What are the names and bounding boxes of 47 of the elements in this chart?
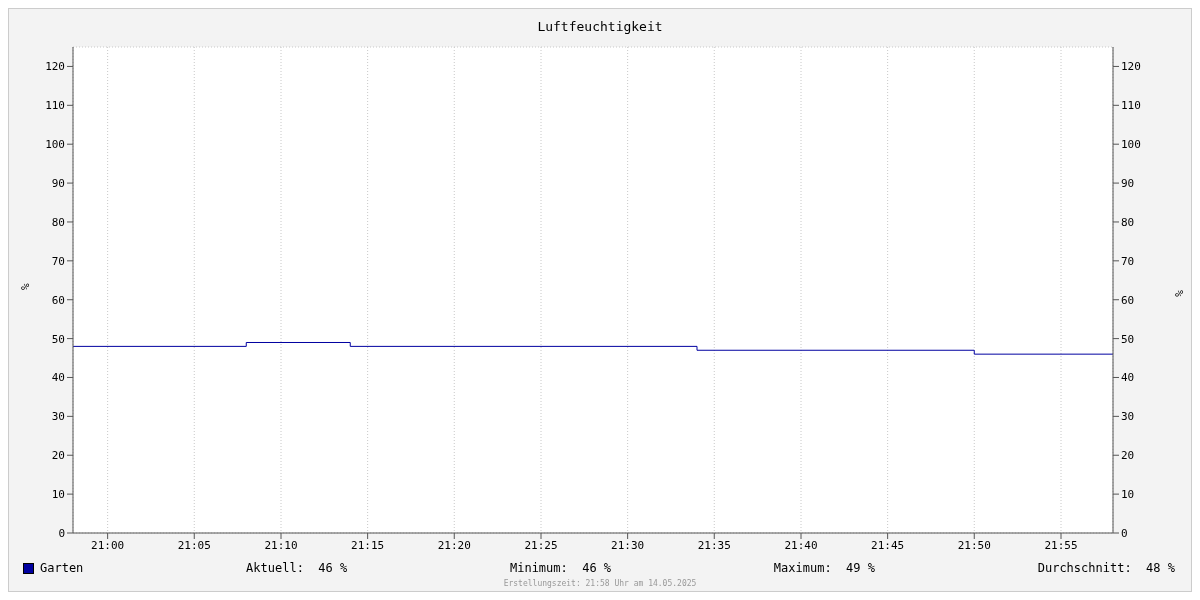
y-tick-label: 30 [51, 410, 65, 424]
y2-tick-label: 60 [1121, 293, 1135, 307]
y2-tick-label: 70 [1121, 254, 1135, 268]
x-tick-label: 21:20 [437, 538, 471, 552]
y2-tick-label: 30 [1121, 410, 1135, 424]
x-tick-label: 21:05 [177, 538, 211, 552]
y2-tick-label: 10 [1121, 488, 1135, 502]
text: Durchschnitt: 48 % [1037, 561, 1175, 575]
y-tick-label: 60 [51, 293, 65, 307]
y2-tick-label: 100 [1121, 138, 1141, 152]
y-tick-label: 40 [51, 371, 65, 385]
y-tick-label: 120 [45, 60, 65, 74]
y2-tick-label: 40 [1121, 371, 1135, 385]
x-tick-label: 21:10 [264, 538, 298, 552]
x-tick-label: 21:25 [524, 538, 558, 552]
x-tick-label: 21:00 [91, 538, 125, 552]
y2-tick-label: 0 [1121, 526, 1128, 540]
x-tick-label: 21:15 [351, 538, 385, 552]
y-tick-label: 0 [58, 526, 65, 540]
y-tick-label: 90 [51, 176, 65, 190]
x-tick-label: 21:40 [784, 538, 818, 552]
text: Erstellungszeit: 21:58 Uhr am 14.05.2025 [502, 579, 698, 588]
x-tick-label: 21:55 [1044, 538, 1078, 552]
text: Minimum: 46 % [509, 561, 612, 575]
y-tick-label: 20 [51, 449, 65, 463]
y-tick-label: 110 [45, 99, 65, 113]
y2-tick-label: 80 [1121, 215, 1135, 229]
y2-tick-label: 20 [1121, 449, 1135, 463]
y2-tick-label: 110 [1121, 99, 1141, 113]
x-tick-label: 21:35 [697, 538, 731, 552]
x-tick-label: 21:45 [871, 538, 905, 552]
text: Aktuell: 46 % [246, 561, 348, 575]
text: Maximum: 49 % [773, 561, 875, 575]
y2-axis-title: % [1172, 289, 1186, 297]
chart-title: Luftfeuchtigkeit [536, 18, 664, 36]
legend-label: Garten [40, 561, 84, 575]
y-tick-label: 10 [51, 488, 65, 502]
x-tick-label: 21:50 [957, 538, 991, 552]
y2-tick-label: 50 [1121, 332, 1135, 346]
y2-tick-label: 120 [1121, 60, 1141, 74]
y-tick-label: 70 [51, 254, 65, 268]
x-tick-label: 21:30 [611, 538, 645, 552]
y-tick-label: 50 [51, 332, 65, 346]
y2-tick-label: 90 [1121, 176, 1135, 190]
y-tick-label: 80 [51, 215, 65, 229]
y-tick-label: 100 [45, 138, 65, 152]
y-axis-title: % [18, 283, 32, 290]
